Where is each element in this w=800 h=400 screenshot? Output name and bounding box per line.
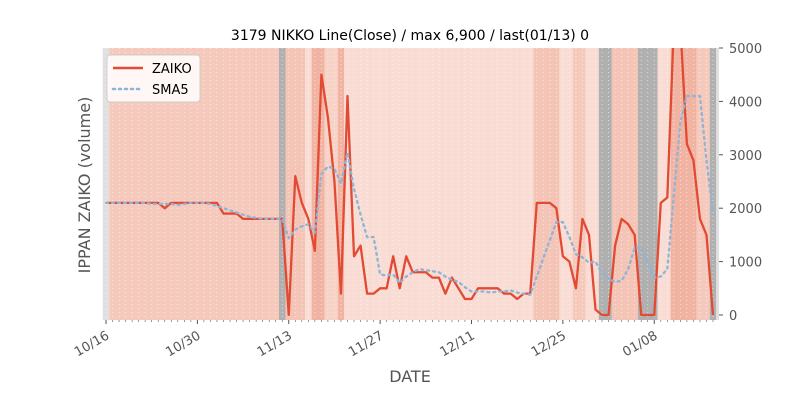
y-tick-label-0: 0 bbox=[729, 309, 737, 324]
series-layer bbox=[104, 48, 715, 317]
x-tick-label-2: 11/13 bbox=[255, 328, 295, 360]
y-tick-label-3: 3000 bbox=[729, 149, 762, 164]
legend-label-sma5: SMA5 bbox=[152, 83, 189, 98]
y-tick-label-2: 2000 bbox=[729, 202, 762, 217]
background-band-18 bbox=[696, 48, 710, 320]
x-tick-labels: 10/16 10/30 11/13 11/27 12/11 12/25 01/08 bbox=[72, 320, 714, 360]
y-axis-label: IPPAN ZAIKO (volume) bbox=[75, 97, 94, 274]
legend-label-zaiko: ZAIKO bbox=[152, 62, 192, 77]
background-band-9 bbox=[533, 48, 560, 320]
y-tick-label-5: 5000 bbox=[729, 42, 762, 57]
x-tick-label-3: 11/27 bbox=[346, 328, 386, 360]
background-band-6 bbox=[324, 48, 338, 320]
legend: ZAIKO SMA5 bbox=[106, 54, 201, 103]
background-bands bbox=[102, 48, 719, 320]
chart-title: 3179 NIKKO Line(Close) / max 6,900 / las… bbox=[231, 28, 589, 44]
background-band-14 bbox=[611, 48, 638, 320]
y-tick-label-4: 4000 bbox=[729, 95, 762, 110]
x-axis-label: DATE bbox=[389, 367, 431, 386]
x-tick-label-6: 01/08 bbox=[620, 328, 660, 360]
background-band-10 bbox=[559, 48, 573, 320]
series-line-sma5 bbox=[104, 94, 715, 296]
y-tick-labels: 0 1000 2000 3000 4000 5000 bbox=[719, 42, 762, 324]
x-tick-label-5: 12/25 bbox=[529, 328, 569, 360]
x-tick-label-0: 10/16 bbox=[72, 328, 112, 360]
background-band-13 bbox=[598, 48, 612, 320]
x-tick-label-1: 10/30 bbox=[163, 328, 203, 360]
y-tick-label-1: 1000 bbox=[729, 256, 762, 271]
background-band-20 bbox=[716, 48, 719, 320]
x-tick-label-4: 12/11 bbox=[438, 328, 478, 360]
